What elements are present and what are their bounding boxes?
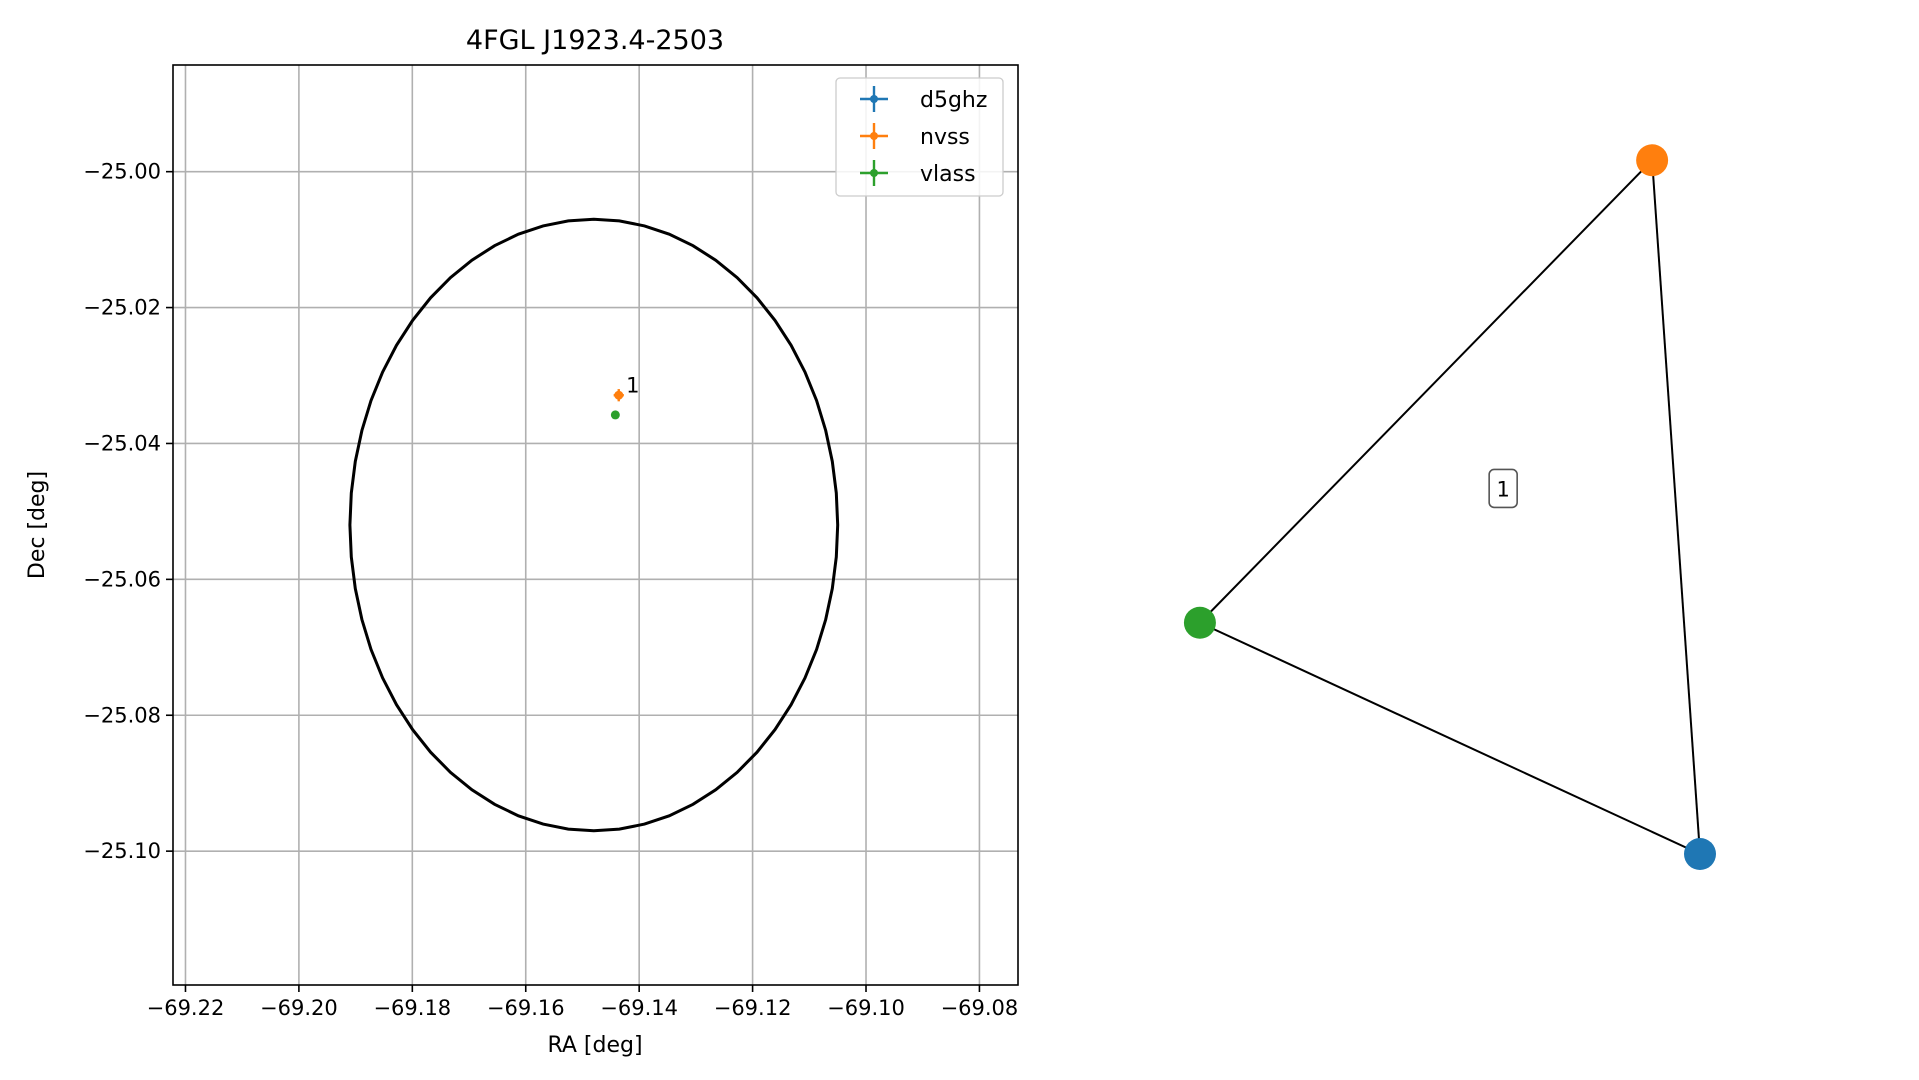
y-tick-label: −25.02 bbox=[83, 296, 161, 320]
legend: d5ghz nvss vlass bbox=[835, 77, 1004, 197]
uncertainty-ellipse bbox=[348, 217, 840, 833]
chart-title: 4FGL J1923.4-2503 bbox=[466, 25, 724, 56]
y-tick-label: −25.08 bbox=[83, 703, 161, 727]
x-tick-label: −69.22 bbox=[147, 996, 225, 1020]
x-axis-label: RA [deg] bbox=[547, 1033, 642, 1058]
legend-entry-nvss: nvss bbox=[860, 123, 970, 150]
network-label: 1 bbox=[1496, 477, 1509, 501]
y-tick-label: −25.00 bbox=[83, 160, 161, 184]
network-node-vlass bbox=[1183, 606, 1216, 639]
nvss-point bbox=[613, 389, 624, 402]
network-plot: 1 bbox=[1183, 144, 1716, 870]
x-tick-label: −69.20 bbox=[260, 996, 338, 1020]
y-tick-label: −25.10 bbox=[83, 839, 161, 863]
y-tick-label: −25.04 bbox=[83, 431, 161, 455]
legend-marker-dot bbox=[870, 169, 878, 177]
network-edge bbox=[1199, 159, 1653, 624]
axes-frame bbox=[172, 64, 1019, 986]
network-label-box bbox=[1488, 468, 1518, 509]
legend-entry-vlass: vlass bbox=[860, 160, 976, 187]
network-edge bbox=[1651, 160, 1701, 855]
network-node-d5ghz bbox=[1684, 838, 1716, 870]
network-labels: 1 bbox=[1488, 468, 1518, 509]
vlass-point bbox=[610, 410, 620, 420]
x-tick-label: −69.16 bbox=[487, 996, 565, 1020]
y-axis-label: Dec [deg] bbox=[25, 471, 50, 579]
network-edges bbox=[1199, 159, 1701, 855]
network-edge bbox=[1199, 621, 1701, 855]
vlass-marker bbox=[610, 410, 620, 420]
legend-entry-d5ghz: d5ghz bbox=[860, 86, 987, 113]
legend-label: vlass bbox=[920, 162, 976, 187]
grid-lines bbox=[173, 65, 1018, 985]
legend-box bbox=[835, 77, 1004, 197]
x-tick-label: −69.18 bbox=[373, 996, 451, 1020]
point-annotation: 1 bbox=[626, 374, 639, 398]
legend-label: d5ghz bbox=[920, 88, 987, 113]
legend-marker-dot bbox=[870, 132, 878, 140]
nvss-marker bbox=[614, 390, 624, 400]
network-nodes bbox=[1183, 144, 1716, 870]
x-tick-label: −69.08 bbox=[941, 996, 1019, 1020]
legend-marker-dot bbox=[870, 95, 878, 103]
x-tick-label: −69.10 bbox=[827, 996, 905, 1020]
y-tick-label: −25.06 bbox=[83, 567, 161, 591]
uncertainty-ellipse-layer bbox=[348, 217, 840, 833]
source-points-layer: 1 bbox=[610, 374, 639, 420]
network-node-nvss bbox=[1636, 144, 1669, 177]
x-tick-label: −69.14 bbox=[600, 996, 678, 1020]
x-tick-label: −69.12 bbox=[714, 996, 792, 1020]
legend-label: nvss bbox=[920, 125, 970, 150]
axis-ticks: −69.22 −69.20 −69.18 −69.16 −69.14 −69.12 −69.… bbox=[83, 160, 1018, 1020]
